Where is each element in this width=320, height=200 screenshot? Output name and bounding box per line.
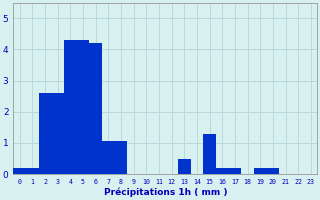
X-axis label: Précipitations 1h ( mm ): Précipitations 1h ( mm ) <box>104 188 227 197</box>
Bar <box>52 93 64 174</box>
Bar <box>39 93 52 174</box>
Bar <box>26 168 39 174</box>
Bar <box>228 168 241 174</box>
Bar <box>13 168 26 174</box>
Bar <box>102 141 115 174</box>
Bar <box>203 134 216 174</box>
Bar <box>77 40 89 174</box>
Bar <box>89 43 102 174</box>
Bar <box>216 168 228 174</box>
Bar <box>64 40 77 174</box>
Bar <box>115 141 127 174</box>
Bar <box>178 159 191 174</box>
Bar <box>267 168 279 174</box>
Bar <box>254 168 267 174</box>
